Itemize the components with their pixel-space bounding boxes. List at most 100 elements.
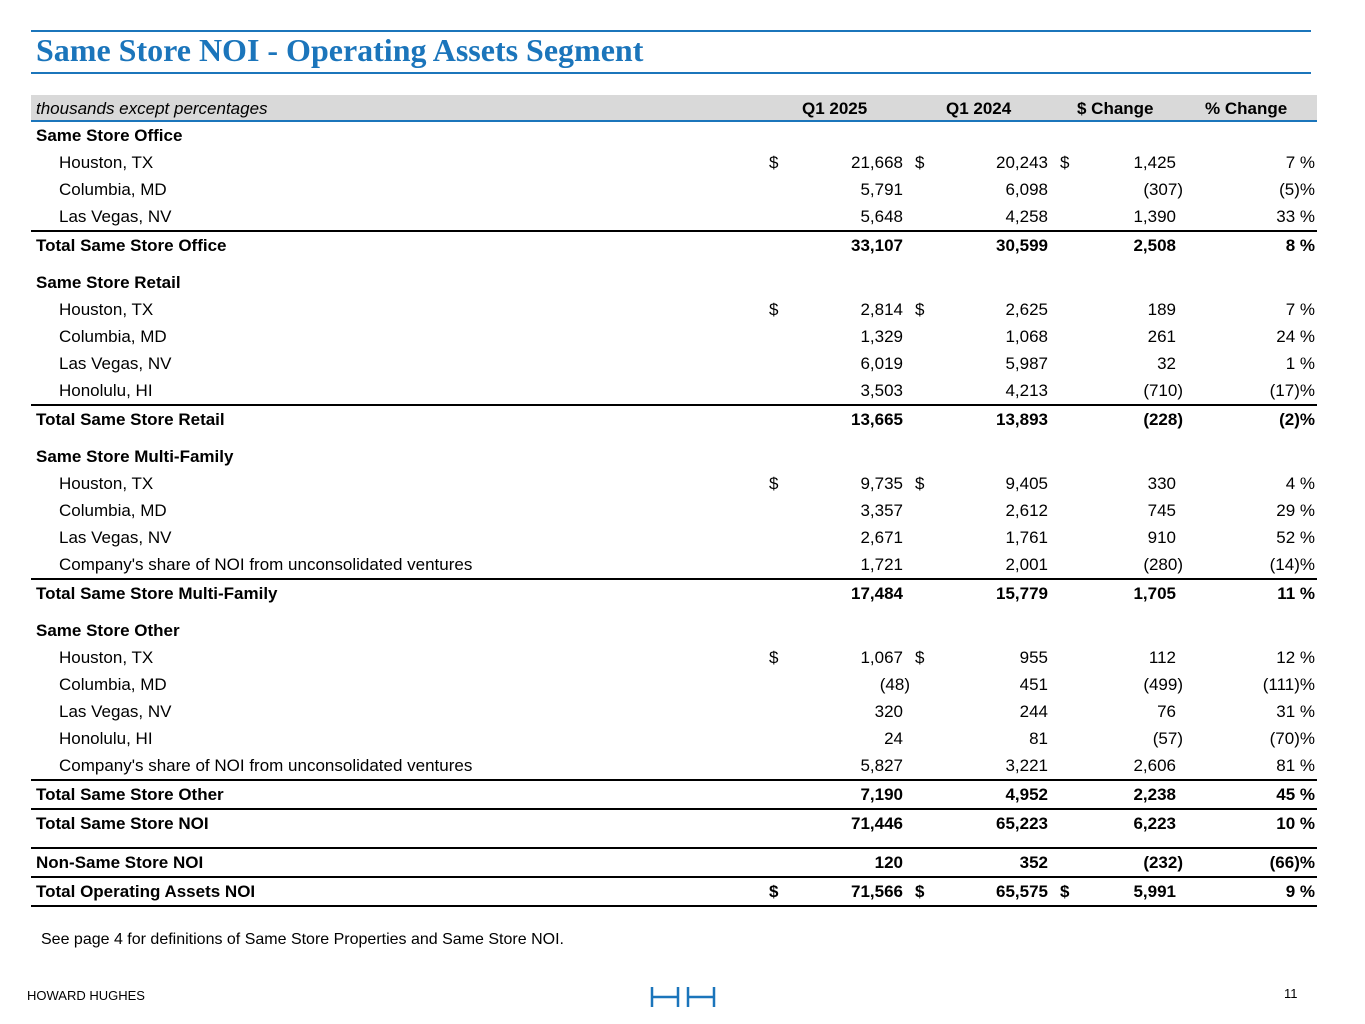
row-label: Total Same Store Office bbox=[36, 236, 227, 255]
cell-value: 910 bbox=[1147, 528, 1176, 547]
cell-value: 4,952 bbox=[1005, 785, 1048, 804]
cell-value: 24 % bbox=[1276, 327, 1315, 346]
table-row: Las Vegas, NV 6,019 5,987 32 1 % bbox=[31, 350, 1317, 377]
row-label: Houston, TX bbox=[59, 648, 154, 667]
cell-value: (48) bbox=[879, 675, 910, 694]
cell-value: 20,243 bbox=[996, 153, 1048, 172]
page-number: 11 bbox=[1284, 986, 1298, 1001]
cell-value: 7,190 bbox=[860, 785, 903, 804]
cell-value: 29 % bbox=[1276, 501, 1315, 520]
table-row: Las Vegas, NV 320 244 76 31 % bbox=[31, 698, 1317, 725]
table-body: Same Store Office Houston, TX $21,668 $20,2… bbox=[31, 122, 1317, 907]
cell-value: (5)% bbox=[1279, 180, 1315, 199]
cell-value: 261 bbox=[1147, 327, 1176, 346]
total-row: Total Same Store Retail 13,665 13,893 (228)… bbox=[31, 404, 1317, 433]
cell-value: 13,665 bbox=[851, 410, 903, 429]
section-header-row: Same Store Retail bbox=[31, 269, 1317, 296]
currency-sign: $ bbox=[769, 648, 779, 667]
cell-value: 5,991 bbox=[1133, 882, 1176, 901]
row-label: Columbia, MD bbox=[59, 180, 167, 199]
cell-value: 189 bbox=[1147, 300, 1176, 319]
cell-value: 15,779 bbox=[996, 584, 1048, 603]
cell-value: 2,625 bbox=[1005, 300, 1048, 319]
cell-value: 81 % bbox=[1276, 756, 1315, 775]
table-row: Company's share of NOI from unconsolidat… bbox=[31, 551, 1317, 578]
table-row: Columbia, MD 1,329 1,068 261 24 % bbox=[31, 323, 1317, 350]
cell-value: 71,446 bbox=[851, 814, 903, 833]
top-rule bbox=[31, 30, 1311, 32]
table-row: Honolulu, HI 24 81 (57) (70)% bbox=[31, 725, 1317, 752]
cell-value: 10 % bbox=[1276, 814, 1315, 833]
row-label: Same Store Retail bbox=[36, 273, 181, 292]
cell-value: 71,566 bbox=[851, 882, 903, 901]
row-label: Las Vegas, NV bbox=[59, 702, 172, 721]
cell-value: 4 % bbox=[1285, 474, 1315, 493]
row-label: Las Vegas, NV bbox=[59, 354, 172, 373]
row-label: Same Store Other bbox=[36, 621, 180, 640]
cell-value: 65,223 bbox=[996, 814, 1048, 833]
cell-value: 1,068 bbox=[1005, 327, 1048, 346]
row-label: Total Same Store NOI bbox=[36, 814, 209, 833]
cell-value: (66)% bbox=[1269, 853, 1315, 872]
table-row: Columbia, MD 5,791 6,098 (307) (5)% bbox=[31, 176, 1317, 203]
currency-sign: $ bbox=[915, 153, 925, 172]
cell-value: 1,390 bbox=[1133, 207, 1176, 226]
cell-value: 2,814 bbox=[860, 300, 903, 319]
row-label: Same Store Office bbox=[36, 126, 183, 145]
row-label: Las Vegas, NV bbox=[59, 207, 172, 226]
cell-value: 2,612 bbox=[1005, 501, 1048, 520]
cell-value: 7 % bbox=[1285, 300, 1315, 319]
currency-sign: $ bbox=[915, 474, 925, 493]
cell-value: 33,107 bbox=[851, 236, 903, 255]
cell-value: 12 % bbox=[1276, 648, 1315, 667]
cell-value: 9,405 bbox=[1005, 474, 1048, 493]
row-label: Total Same Store Other bbox=[36, 785, 224, 804]
cell-value: 244 bbox=[1019, 702, 1048, 721]
cell-value: 9,735 bbox=[860, 474, 903, 493]
total-row: Total Same Store Other 7,190 4,952 2,238 45 … bbox=[31, 779, 1317, 808]
cell-value: 32 bbox=[1157, 354, 1176, 373]
cell-value: 17,484 bbox=[851, 584, 903, 603]
cell-value: 1,067 bbox=[860, 648, 903, 667]
row-label: Columbia, MD bbox=[59, 501, 167, 520]
total-row: Total Same Store Multi-Family 17,484 15,77… bbox=[31, 578, 1317, 607]
currency-sign: $ bbox=[1060, 882, 1070, 901]
table-header: thousands except percentages Q1 2025 Q1 … bbox=[31, 95, 1317, 122]
table-row: Honolulu, HI 3,503 4,213 (710) (17)% bbox=[31, 377, 1317, 404]
cell-value: 1,705 bbox=[1133, 584, 1176, 603]
section-header-row: Same Store Multi-Family bbox=[31, 443, 1317, 470]
currency-sign: $ bbox=[915, 882, 925, 901]
cell-value: 352 bbox=[1019, 853, 1048, 872]
cell-value: (14)% bbox=[1269, 555, 1315, 574]
cell-value: 1,425 bbox=[1133, 153, 1176, 172]
section-header-row: Same Store Office bbox=[31, 122, 1317, 149]
cell-value: 2,508 bbox=[1133, 236, 1176, 255]
row-label: Honolulu, HI bbox=[59, 381, 153, 400]
cell-value: 5,791 bbox=[860, 180, 903, 199]
currency-sign: $ bbox=[769, 474, 779, 493]
header-percent-change: % Change bbox=[1205, 99, 1288, 118]
currency-sign: $ bbox=[769, 882, 779, 901]
noi-table: thousands except percentages Q1 2025 Q1 … bbox=[31, 95, 1317, 907]
currency-sign: $ bbox=[1060, 153, 1070, 172]
cell-value: 5,648 bbox=[860, 207, 903, 226]
currency-sign: $ bbox=[769, 153, 779, 172]
cell-value: (70)% bbox=[1269, 729, 1315, 748]
cell-value: 31 % bbox=[1276, 702, 1315, 721]
table-row: Company's share of NOI from unconsolidat… bbox=[31, 752, 1317, 779]
cell-value: 745 bbox=[1147, 501, 1176, 520]
cell-value: 21,668 bbox=[851, 153, 903, 172]
cell-value: 330 bbox=[1147, 474, 1176, 493]
cell-value: 52 % bbox=[1276, 528, 1315, 547]
row-label: Las Vegas, NV bbox=[59, 528, 172, 547]
row-label: Houston, TX bbox=[59, 474, 154, 493]
cell-value: 3,221 bbox=[1005, 756, 1048, 775]
total-row: Total Same Store Office 33,107 30,599 2,508… bbox=[31, 230, 1317, 259]
cell-value: 33 % bbox=[1276, 207, 1315, 226]
total-row: Non-Same Store NOI 120 352 (232) (66)% bbox=[31, 847, 1317, 876]
row-label: Columbia, MD bbox=[59, 327, 167, 346]
table-row: Houston, TX $21,668 $20,243 $1,425 7 % bbox=[31, 149, 1317, 176]
cell-value: 65,575 bbox=[996, 882, 1048, 901]
row-label: Company's share of NOI from unconsolidat… bbox=[59, 555, 473, 574]
title-rule bbox=[31, 72, 1311, 74]
